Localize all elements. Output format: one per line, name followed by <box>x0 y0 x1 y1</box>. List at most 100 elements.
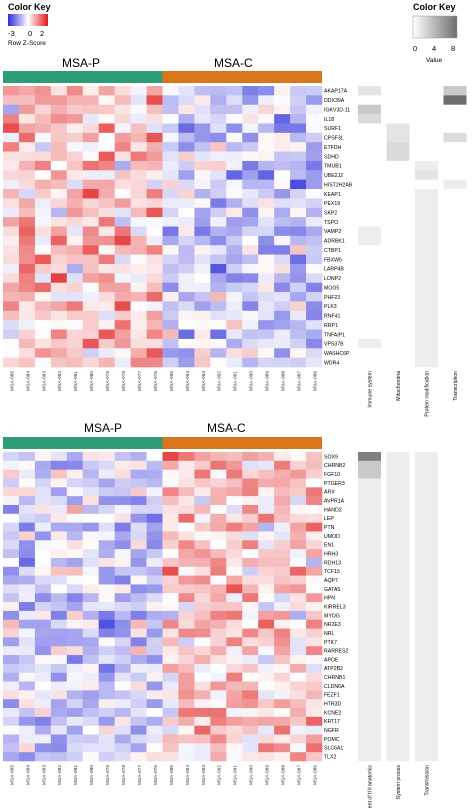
annotation-cell <box>358 207 381 218</box>
heatmap-cell <box>18 522 36 532</box>
heatmap-cell <box>114 160 131 171</box>
heatmap-cell <box>114 540 131 550</box>
heatmap-cell <box>306 566 323 576</box>
annotation-cell <box>386 217 410 227</box>
heatmap-cell <box>114 566 131 576</box>
heatmap-cell <box>210 496 227 506</box>
heatmap-cell <box>114 95 131 106</box>
heatmap-cell <box>194 245 211 255</box>
heatmap-cell <box>18 557 36 568</box>
heatmap-cell <box>130 235 147 246</box>
heatmap-cell <box>98 170 115 180</box>
annotation-cell <box>415 637 438 647</box>
color-key-right: Color Key 0 4 8 Value <box>412 2 458 64</box>
gene-label: IL18 <box>324 117 334 123</box>
heatmap-cell <box>194 95 211 106</box>
heatmap-cell <box>146 273 163 283</box>
heatmap-cell <box>290 132 307 143</box>
gene-label: CLDN6A <box>324 684 345 690</box>
heatmap-cell <box>146 226 163 237</box>
heatmap-cell <box>18 320 36 330</box>
heatmap-cell <box>274 235 291 246</box>
heatmap-cell <box>3 282 20 293</box>
heatmap-cell <box>258 566 275 576</box>
heatmap-cell <box>306 132 323 143</box>
heatmap-cell <box>274 566 291 576</box>
annotation-cell <box>386 320 410 330</box>
heatmap-cell <box>274 329 291 340</box>
heatmap-cell <box>98 179 115 190</box>
heatmap-cell <box>258 114 275 124</box>
bottom-annotation-matrix <box>358 452 438 762</box>
heatmap-cell <box>146 170 163 180</box>
heatmap-cell <box>226 716 243 726</box>
heatmap-cell <box>194 663 211 674</box>
heatmap-cell <box>18 292 36 302</box>
heatmap-cell <box>146 123 163 134</box>
gene-label: MOG5 <box>324 285 339 291</box>
heatmap-cell <box>82 531 99 541</box>
heatmap-cell <box>146 681 163 691</box>
heatmap-cell <box>98 531 115 541</box>
annotation-cell <box>386 235 410 246</box>
heatmap-cell <box>98 245 115 255</box>
annotation-cell <box>415 263 438 274</box>
heatmap-cell <box>194 254 211 265</box>
heatmap-cell <box>3 151 20 162</box>
heatmap-cell <box>306 217 323 227</box>
heatmap-cell <box>258 619 275 629</box>
heatmap-cell <box>50 566 68 576</box>
heatmap-cell <box>114 646 131 656</box>
gene-label: SKP2 <box>324 211 337 217</box>
heatmap-cell <box>162 681 179 691</box>
annotation-cell <box>386 282 410 293</box>
heatmap-cell <box>242 320 259 330</box>
heatmap-cell <box>82 487 99 497</box>
heatmap-cell <box>146 348 163 358</box>
heatmap-cell <box>3 142 20 152</box>
heatmap-cell <box>178 602 195 612</box>
annotation-cell <box>358 254 381 265</box>
heatmap-cell <box>114 357 131 368</box>
annotation-cell <box>358 549 381 559</box>
heatmap-cell <box>194 708 211 718</box>
heatmap-cell <box>146 549 163 559</box>
heatmap-cell <box>290 469 307 479</box>
heatmap-cell <box>290 357 307 368</box>
heatmap-cell <box>34 610 52 621</box>
heatmap-cell <box>130 160 147 171</box>
heatmap-cell <box>258 170 275 180</box>
heatmap-cell <box>194 522 211 532</box>
heatmap-cell <box>18 540 36 550</box>
heatmap-cell <box>274 602 291 612</box>
heatmap-cell <box>146 646 163 656</box>
annotation-cell <box>358 628 381 638</box>
heatmap-cell <box>66 584 84 594</box>
heatmap-cell <box>34 263 52 274</box>
heatmap-cell <box>162 329 179 340</box>
heatmap-cell <box>178 584 195 594</box>
heatmap-cell <box>210 637 227 647</box>
heatmap-cell <box>66 357 84 368</box>
annotation-cell <box>386 619 410 629</box>
heatmap-cell <box>162 198 179 209</box>
heatmap-cell <box>242 301 259 312</box>
heatmap-cell <box>50 655 68 665</box>
heatmap-cell <box>210 273 227 283</box>
heatmap-cell <box>290 619 307 629</box>
heatmap-cell <box>18 235 36 246</box>
heatmap-cell <box>242 602 259 612</box>
heatmap-cell <box>66 114 84 124</box>
heatmap-cell <box>66 655 84 665</box>
heatmap-cell <box>258 531 275 541</box>
heatmap-cell <box>130 584 147 594</box>
heatmap-cell <box>114 531 131 541</box>
gene-label: DDX39A <box>324 98 345 104</box>
sample-label: MSA-082 <box>57 765 63 785</box>
heatmap-cell <box>162 593 179 603</box>
annotation-cell <box>386 725 410 735</box>
heatmap-cell <box>3 338 20 349</box>
heatmap-cell <box>242 348 259 358</box>
heatmap-cell <box>226 681 243 691</box>
heatmap-cell <box>18 86 36 96</box>
